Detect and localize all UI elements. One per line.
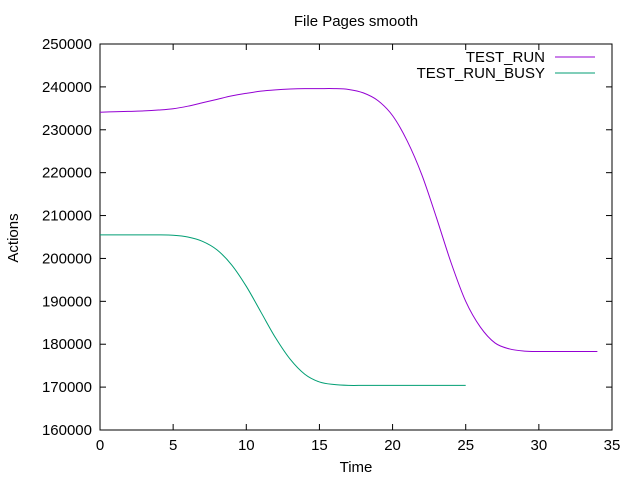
y-tick-label: 170000: [42, 379, 92, 396]
x-tick-label: 15: [311, 437, 328, 454]
y-tick-label: 250000: [42, 36, 92, 53]
y-tick-label: 240000: [42, 79, 92, 96]
y-tick-label: 190000: [42, 293, 92, 310]
y-axis: 160000 170000 180000 190000 200000 210000 2200…: [42, 36, 612, 439]
x-tick-label: 25: [457, 437, 474, 454]
legend-label: TEST_RUN_BUSY: [417, 65, 545, 82]
y-tick-label: 180000: [42, 336, 92, 353]
plot-frame: [99, 43, 613, 431]
y-tick-label: 230000: [42, 122, 92, 139]
y-tick-label: 220000: [42, 165, 92, 182]
series-lines: [99, 88, 598, 386]
x-tick-label: 5: [169, 437, 177, 454]
x-tick-label: 20: [384, 437, 401, 454]
y-tick-label: 160000: [42, 422, 92, 439]
y-tick-label: 200000: [42, 250, 92, 267]
x-tick-label: 35: [604, 437, 621, 454]
legend-label: TEST_RUN: [466, 49, 545, 66]
y-tick-label: 210000: [42, 208, 92, 225]
x-axis-label: Time: [340, 459, 373, 476]
chart-title: File Pages smooth: [294, 13, 418, 30]
x-tick-label: 30: [531, 437, 548, 454]
y-axis-label: Actions: [5, 213, 22, 262]
x-tick-label: 0: [96, 437, 104, 454]
series-line-1: [99, 234, 466, 386]
series-line-0: [99, 88, 598, 353]
x-tick-label: 10: [238, 437, 255, 454]
x-axis: 0 5 10 15 20 25 30 35: [96, 44, 621, 454]
